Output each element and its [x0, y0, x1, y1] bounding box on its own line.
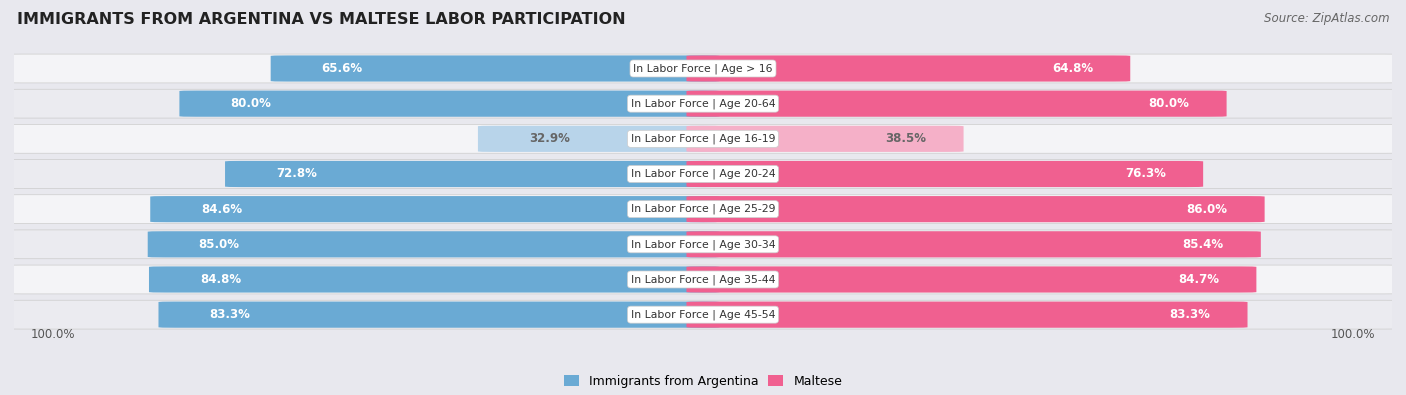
Text: 65.6%: 65.6%	[322, 62, 363, 75]
Text: In Labor Force | Age 45-54: In Labor Force | Age 45-54	[631, 309, 775, 320]
Text: In Labor Force | Age 20-64: In Labor Force | Age 20-64	[631, 98, 775, 109]
Text: 80.0%: 80.0%	[231, 97, 271, 110]
Text: In Labor Force | Age 16-19: In Labor Force | Age 16-19	[631, 134, 775, 144]
FancyBboxPatch shape	[686, 55, 1130, 82]
Text: 80.0%: 80.0%	[1149, 97, 1189, 110]
FancyBboxPatch shape	[7, 54, 1399, 83]
Text: 85.0%: 85.0%	[198, 238, 239, 251]
FancyBboxPatch shape	[7, 160, 1399, 188]
FancyBboxPatch shape	[271, 55, 720, 82]
FancyBboxPatch shape	[225, 161, 720, 187]
Text: In Labor Force | Age 20-24: In Labor Force | Age 20-24	[631, 169, 775, 179]
FancyBboxPatch shape	[7, 195, 1399, 224]
Text: In Labor Force | Age 35-44: In Labor Force | Age 35-44	[631, 274, 775, 285]
Text: 84.7%: 84.7%	[1178, 273, 1219, 286]
Text: 85.4%: 85.4%	[1182, 238, 1223, 251]
FancyBboxPatch shape	[686, 266, 1257, 293]
FancyBboxPatch shape	[686, 126, 963, 152]
Text: 76.3%: 76.3%	[1125, 167, 1166, 181]
Text: Source: ZipAtlas.com: Source: ZipAtlas.com	[1264, 12, 1389, 25]
Text: 38.5%: 38.5%	[886, 132, 927, 145]
Text: 32.9%: 32.9%	[529, 132, 569, 145]
Text: 83.3%: 83.3%	[209, 308, 250, 321]
FancyBboxPatch shape	[686, 301, 1247, 328]
FancyBboxPatch shape	[7, 230, 1399, 259]
Text: 84.8%: 84.8%	[200, 273, 240, 286]
Text: In Labor Force | Age > 16: In Labor Force | Age > 16	[633, 63, 773, 74]
FancyBboxPatch shape	[686, 231, 1261, 258]
Text: IMMIGRANTS FROM ARGENTINA VS MALTESE LABOR PARTICIPATION: IMMIGRANTS FROM ARGENTINA VS MALTESE LAB…	[17, 12, 626, 27]
Legend: Immigrants from Argentina, Maltese: Immigrants from Argentina, Maltese	[558, 370, 848, 393]
Text: 84.6%: 84.6%	[201, 203, 242, 216]
Text: 100.0%: 100.0%	[1331, 328, 1375, 341]
Text: 100.0%: 100.0%	[31, 328, 75, 341]
Text: 83.3%: 83.3%	[1170, 308, 1211, 321]
FancyBboxPatch shape	[7, 124, 1399, 153]
Text: 64.8%: 64.8%	[1052, 62, 1092, 75]
Text: In Labor Force | Age 30-34: In Labor Force | Age 30-34	[631, 239, 775, 250]
FancyBboxPatch shape	[148, 231, 720, 258]
FancyBboxPatch shape	[7, 300, 1399, 329]
FancyBboxPatch shape	[7, 89, 1399, 118]
FancyBboxPatch shape	[686, 196, 1264, 222]
Text: 72.8%: 72.8%	[276, 167, 316, 181]
FancyBboxPatch shape	[150, 196, 720, 222]
FancyBboxPatch shape	[149, 266, 720, 293]
FancyBboxPatch shape	[159, 301, 720, 328]
FancyBboxPatch shape	[686, 161, 1204, 187]
FancyBboxPatch shape	[478, 126, 720, 152]
FancyBboxPatch shape	[7, 265, 1399, 294]
FancyBboxPatch shape	[180, 90, 720, 117]
Text: In Labor Force | Age 25-29: In Labor Force | Age 25-29	[631, 204, 775, 214]
Text: 86.0%: 86.0%	[1187, 203, 1227, 216]
FancyBboxPatch shape	[686, 90, 1226, 117]
